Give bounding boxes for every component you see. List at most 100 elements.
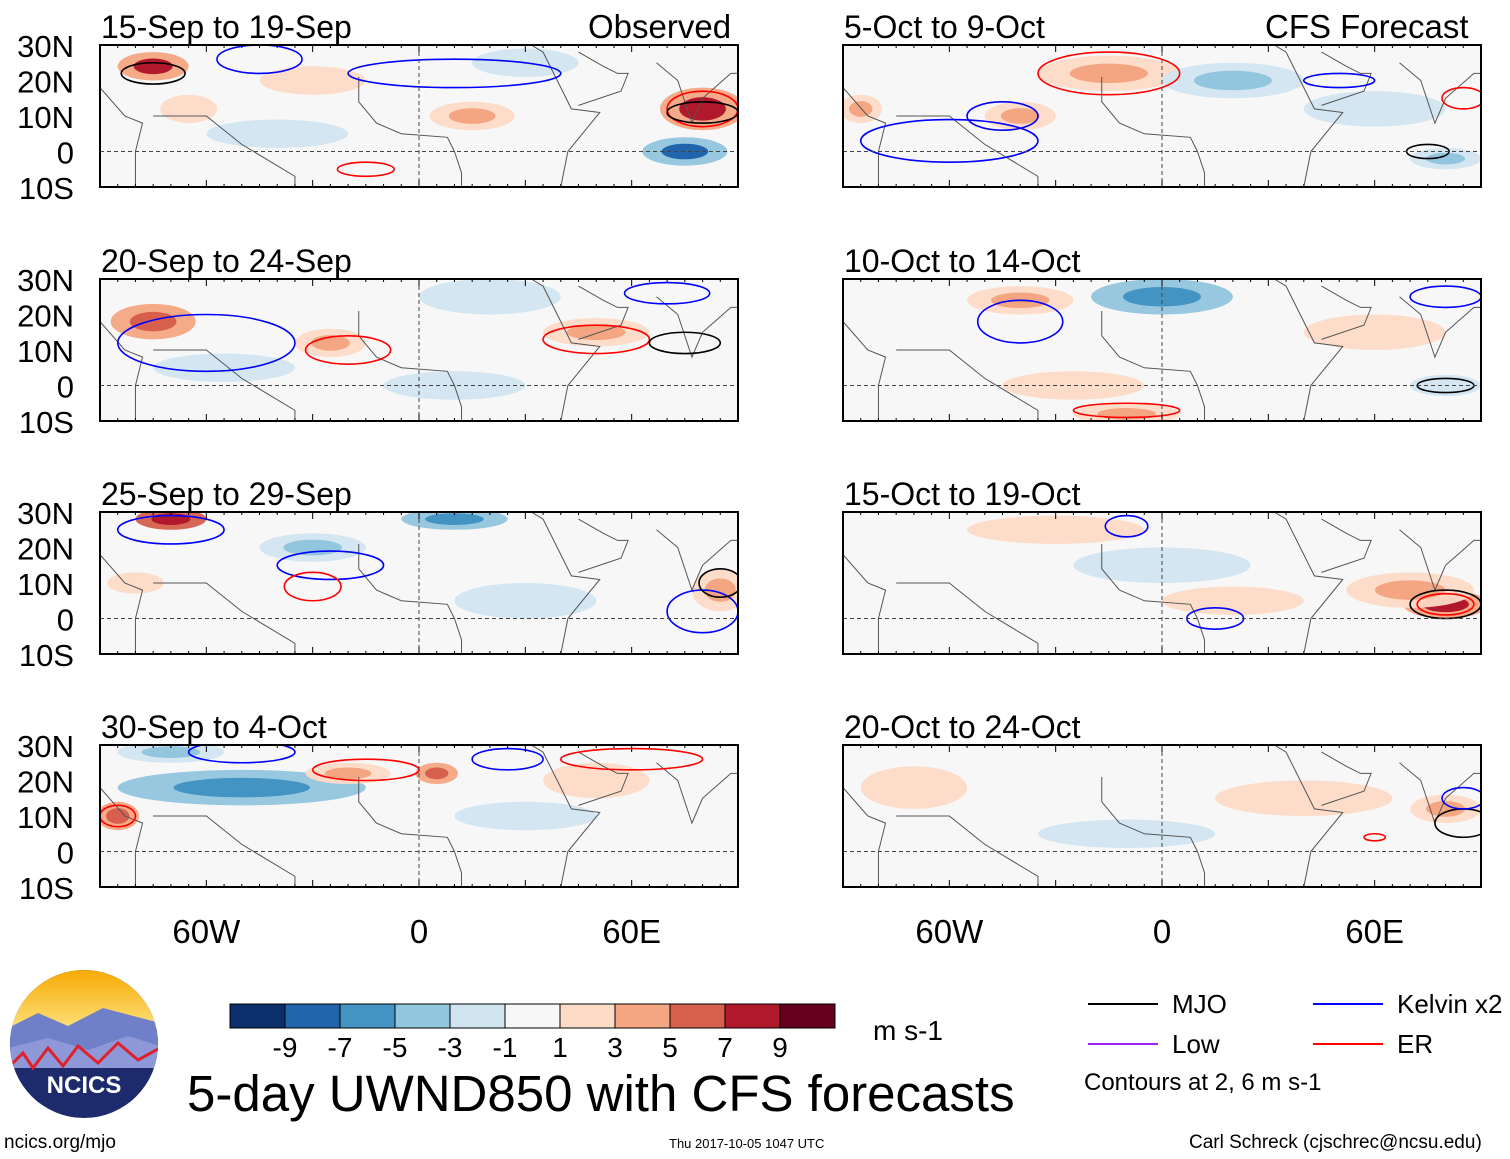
kelvin-contour bbox=[216, 45, 303, 75]
er-contour bbox=[1037, 51, 1181, 96]
coastline bbox=[1399, 296, 1481, 359]
footer-timestamp: Thu 2017-10-05 1047 UTC bbox=[669, 1136, 825, 1151]
coastline bbox=[896, 115, 1039, 187]
anomaly-core bbox=[1193, 70, 1272, 91]
coastline bbox=[1126, 45, 1344, 187]
y-tick-label: 30N bbox=[17, 29, 74, 64]
y-tick-label: 10N bbox=[17, 100, 74, 135]
mjo-contour bbox=[648, 331, 722, 355]
anomaly-region bbox=[1303, 314, 1446, 350]
er-contour bbox=[542, 324, 651, 355]
anomaly-region bbox=[206, 119, 349, 148]
coastline bbox=[656, 529, 738, 592]
ncics-logo: NCICS bbox=[10, 970, 158, 1118]
anomaly-core bbox=[324, 767, 372, 780]
kelvin-contour bbox=[471, 747, 544, 771]
kelvin-contour bbox=[116, 313, 296, 373]
x-tick-label: 0 bbox=[1153, 913, 1171, 950]
anomaly-region bbox=[454, 801, 597, 831]
colorbar-bin bbox=[229, 1003, 286, 1029]
kelvin-contour bbox=[966, 101, 1039, 132]
coastline bbox=[100, 321, 144, 421]
coastline bbox=[1399, 529, 1481, 592]
anomaly-region bbox=[1037, 819, 1216, 848]
coastline bbox=[578, 51, 629, 106]
kelvin-contour bbox=[1441, 786, 1481, 810]
y-tick-label: 10N bbox=[17, 567, 74, 602]
anomaly-region bbox=[1073, 547, 1251, 583]
observed-header: Observed bbox=[588, 8, 732, 45]
anomaly-core bbox=[106, 808, 130, 824]
coastline bbox=[1101, 310, 1206, 421]
map-panel: 15-Oct to 19-Oct bbox=[842, 476, 1482, 655]
mjo-contour bbox=[698, 568, 738, 598]
forecast-header: CFS Forecast bbox=[1265, 8, 1469, 45]
legend-line-mjo bbox=[1088, 1003, 1158, 1005]
coastline bbox=[383, 745, 601, 887]
coastline bbox=[100, 554, 144, 654]
legend-line-er bbox=[1313, 1043, 1383, 1045]
colorbar-bin bbox=[779, 1003, 836, 1029]
coastline bbox=[656, 762, 738, 825]
anomaly-core bbox=[141, 746, 201, 758]
kelvin-contour bbox=[1302, 72, 1376, 89]
legend-label: MJO bbox=[1172, 989, 1227, 1019]
coastline bbox=[1399, 762, 1481, 825]
y-tick-label: 10N bbox=[17, 334, 74, 369]
er-contour bbox=[1072, 402, 1181, 419]
kelvin-contour bbox=[187, 745, 296, 764]
colorbar-tick-label: 5 bbox=[662, 1032, 678, 1063]
logo-text: NCICS bbox=[47, 1072, 122, 1099]
legend-label: Kelvin x2 bbox=[1397, 989, 1503, 1019]
anomaly-region bbox=[419, 279, 561, 315]
coastline bbox=[843, 87, 887, 187]
coastline bbox=[1321, 751, 1372, 806]
coastline bbox=[896, 349, 1039, 421]
y-tick-label: 20N bbox=[17, 532, 74, 567]
coastline bbox=[100, 87, 144, 187]
colorbar-bin bbox=[559, 1003, 616, 1029]
colorbar-bin bbox=[669, 1003, 726, 1029]
coastline bbox=[153, 815, 296, 887]
coastline bbox=[1321, 51, 1372, 106]
anomaly-core bbox=[679, 97, 726, 121]
footer-url[interactable]: ncics.org/mjo bbox=[4, 1132, 116, 1153]
anomaly-region bbox=[259, 66, 366, 95]
y-tick-label: 0 bbox=[57, 136, 74, 171]
er-contour bbox=[304, 334, 392, 365]
panel-title: 10-Oct to 14-Oct bbox=[844, 243, 1081, 279]
kelvin-contour bbox=[859, 118, 1039, 163]
coastline bbox=[1126, 279, 1344, 421]
figure-title: 5-day UWND850 with CFS forecasts bbox=[187, 1065, 1015, 1122]
map-panel: 5-Oct to 9-Oct bbox=[842, 9, 1482, 188]
colorbar-tick-label: 7 bbox=[717, 1032, 733, 1063]
colorbar-bin bbox=[724, 1003, 781, 1029]
colorbar-unit: m s-1 bbox=[873, 1015, 943, 1046]
colorbar: -9 -7 -5 -3 -1 1 3 5 7 9 bbox=[229, 1003, 836, 1063]
x-tick-label: 60E bbox=[1345, 913, 1404, 950]
y-tick-label: 0 bbox=[57, 836, 74, 871]
x-tick-label: 60W bbox=[172, 913, 241, 950]
coastline bbox=[578, 285, 629, 340]
coastline bbox=[1126, 745, 1344, 887]
coastline bbox=[1101, 76, 1206, 187]
y-tick-label: 10N bbox=[17, 800, 74, 835]
anomaly-core bbox=[283, 539, 342, 556]
anomaly-region bbox=[860, 766, 968, 809]
coastline bbox=[1101, 543, 1206, 654]
coastline bbox=[896, 582, 1039, 654]
legend-line-low bbox=[1088, 1043, 1158, 1045]
coastline bbox=[896, 815, 1039, 887]
anomaly-region bbox=[1215, 780, 1393, 816]
panel-title: 15-Sep to 19-Sep bbox=[101, 9, 352, 45]
colorbar-tick-label: 3 bbox=[607, 1032, 623, 1063]
anomaly-region bbox=[967, 515, 1145, 544]
y-tick-label: 10S bbox=[19, 638, 74, 673]
map-panel: 20-Oct to 24-Oct 60W 0 60E bbox=[842, 709, 1482, 950]
colorbar-tick-label: -5 bbox=[383, 1032, 408, 1063]
colorbar-tick-label: 1 bbox=[552, 1032, 568, 1063]
y-tick-label: 10S bbox=[19, 171, 74, 206]
